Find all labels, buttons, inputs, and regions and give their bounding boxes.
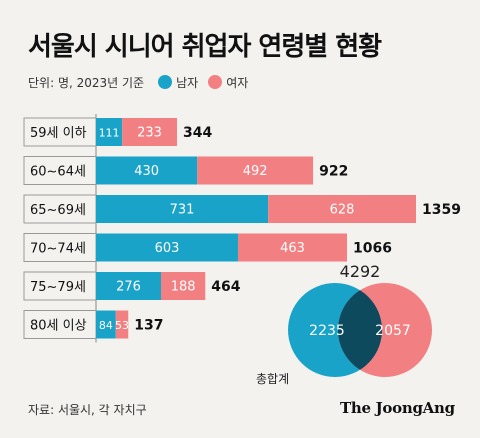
category-label: 80세 이상 xyxy=(30,319,87,334)
bar-female-value-label: 492 xyxy=(243,164,268,179)
bar-male xyxy=(96,156,198,185)
bar-female xyxy=(122,118,178,146)
bar-male xyxy=(96,195,269,223)
legend-swatch-male xyxy=(158,75,173,89)
bar-total-label: 1066 xyxy=(353,241,392,257)
unit-note: 단위: 명, 2023년 기준 xyxy=(28,75,145,90)
category-label: 75~79세 xyxy=(30,280,86,295)
legend-item-male: 남자 xyxy=(158,74,198,91)
category-label: 65~69세 xyxy=(30,203,86,218)
bar-total-label: 344 xyxy=(183,125,212,141)
legend-label-male: 남자 xyxy=(176,75,199,90)
bar-female-value-label: 233 xyxy=(137,126,162,141)
bar-female xyxy=(268,195,416,223)
bar-total-label: 1359 xyxy=(422,202,461,218)
bar-female xyxy=(160,272,206,300)
legend-swatch-female xyxy=(208,75,223,89)
bar-male-value-label: 430 xyxy=(134,164,159,179)
category-label: 60~64세 xyxy=(30,165,86,180)
source-note: 자료: 서울시, 각 자치구 xyxy=(28,403,147,417)
legend: 단위: 명, 2023년 기준 남자 여자 xyxy=(28,74,258,90)
bar-male-value-label: 731 xyxy=(170,203,195,218)
venn-caption: 총합계 xyxy=(256,372,290,386)
bar-female-value-label: 188 xyxy=(171,280,196,295)
venn-male-value: 2235 xyxy=(309,323,345,339)
bar-female xyxy=(115,310,129,339)
publisher-logo: The JoongAng xyxy=(340,399,455,417)
bar-male-value-label: 276 xyxy=(116,280,141,295)
bar-female-value-label: 628 xyxy=(330,203,355,218)
bar-female xyxy=(197,156,314,185)
bar-female xyxy=(237,233,348,262)
legend-label-female: 여자 xyxy=(226,75,249,90)
legend-item-female: 여자 xyxy=(208,74,248,91)
bar-total-label: 922 xyxy=(319,164,348,180)
bar-female-value-label: 463 xyxy=(280,241,305,256)
chart-title: 서울시 시니어 취업자 연령별 현황 xyxy=(28,32,382,62)
bar-male-value-label: 603 xyxy=(155,241,180,256)
bar-male xyxy=(96,310,116,339)
bar-male xyxy=(96,272,161,300)
bar-total-label: 464 xyxy=(211,279,240,295)
bar-male xyxy=(96,233,238,262)
category-label: 59세 이하 xyxy=(30,126,87,141)
category-label: 70~74세 xyxy=(30,242,86,257)
bar-total-label: 137 xyxy=(134,318,163,334)
bar-male-value-label: 111 xyxy=(99,127,120,140)
bar-female-value-label: 53 xyxy=(115,319,129,332)
bar-male-value-label: 84 xyxy=(99,319,113,332)
bar-male xyxy=(96,118,123,146)
venn-female-value: 2057 xyxy=(375,323,411,339)
venn-total-label: 4292 xyxy=(340,262,381,281)
venn-overlap xyxy=(337,290,383,370)
